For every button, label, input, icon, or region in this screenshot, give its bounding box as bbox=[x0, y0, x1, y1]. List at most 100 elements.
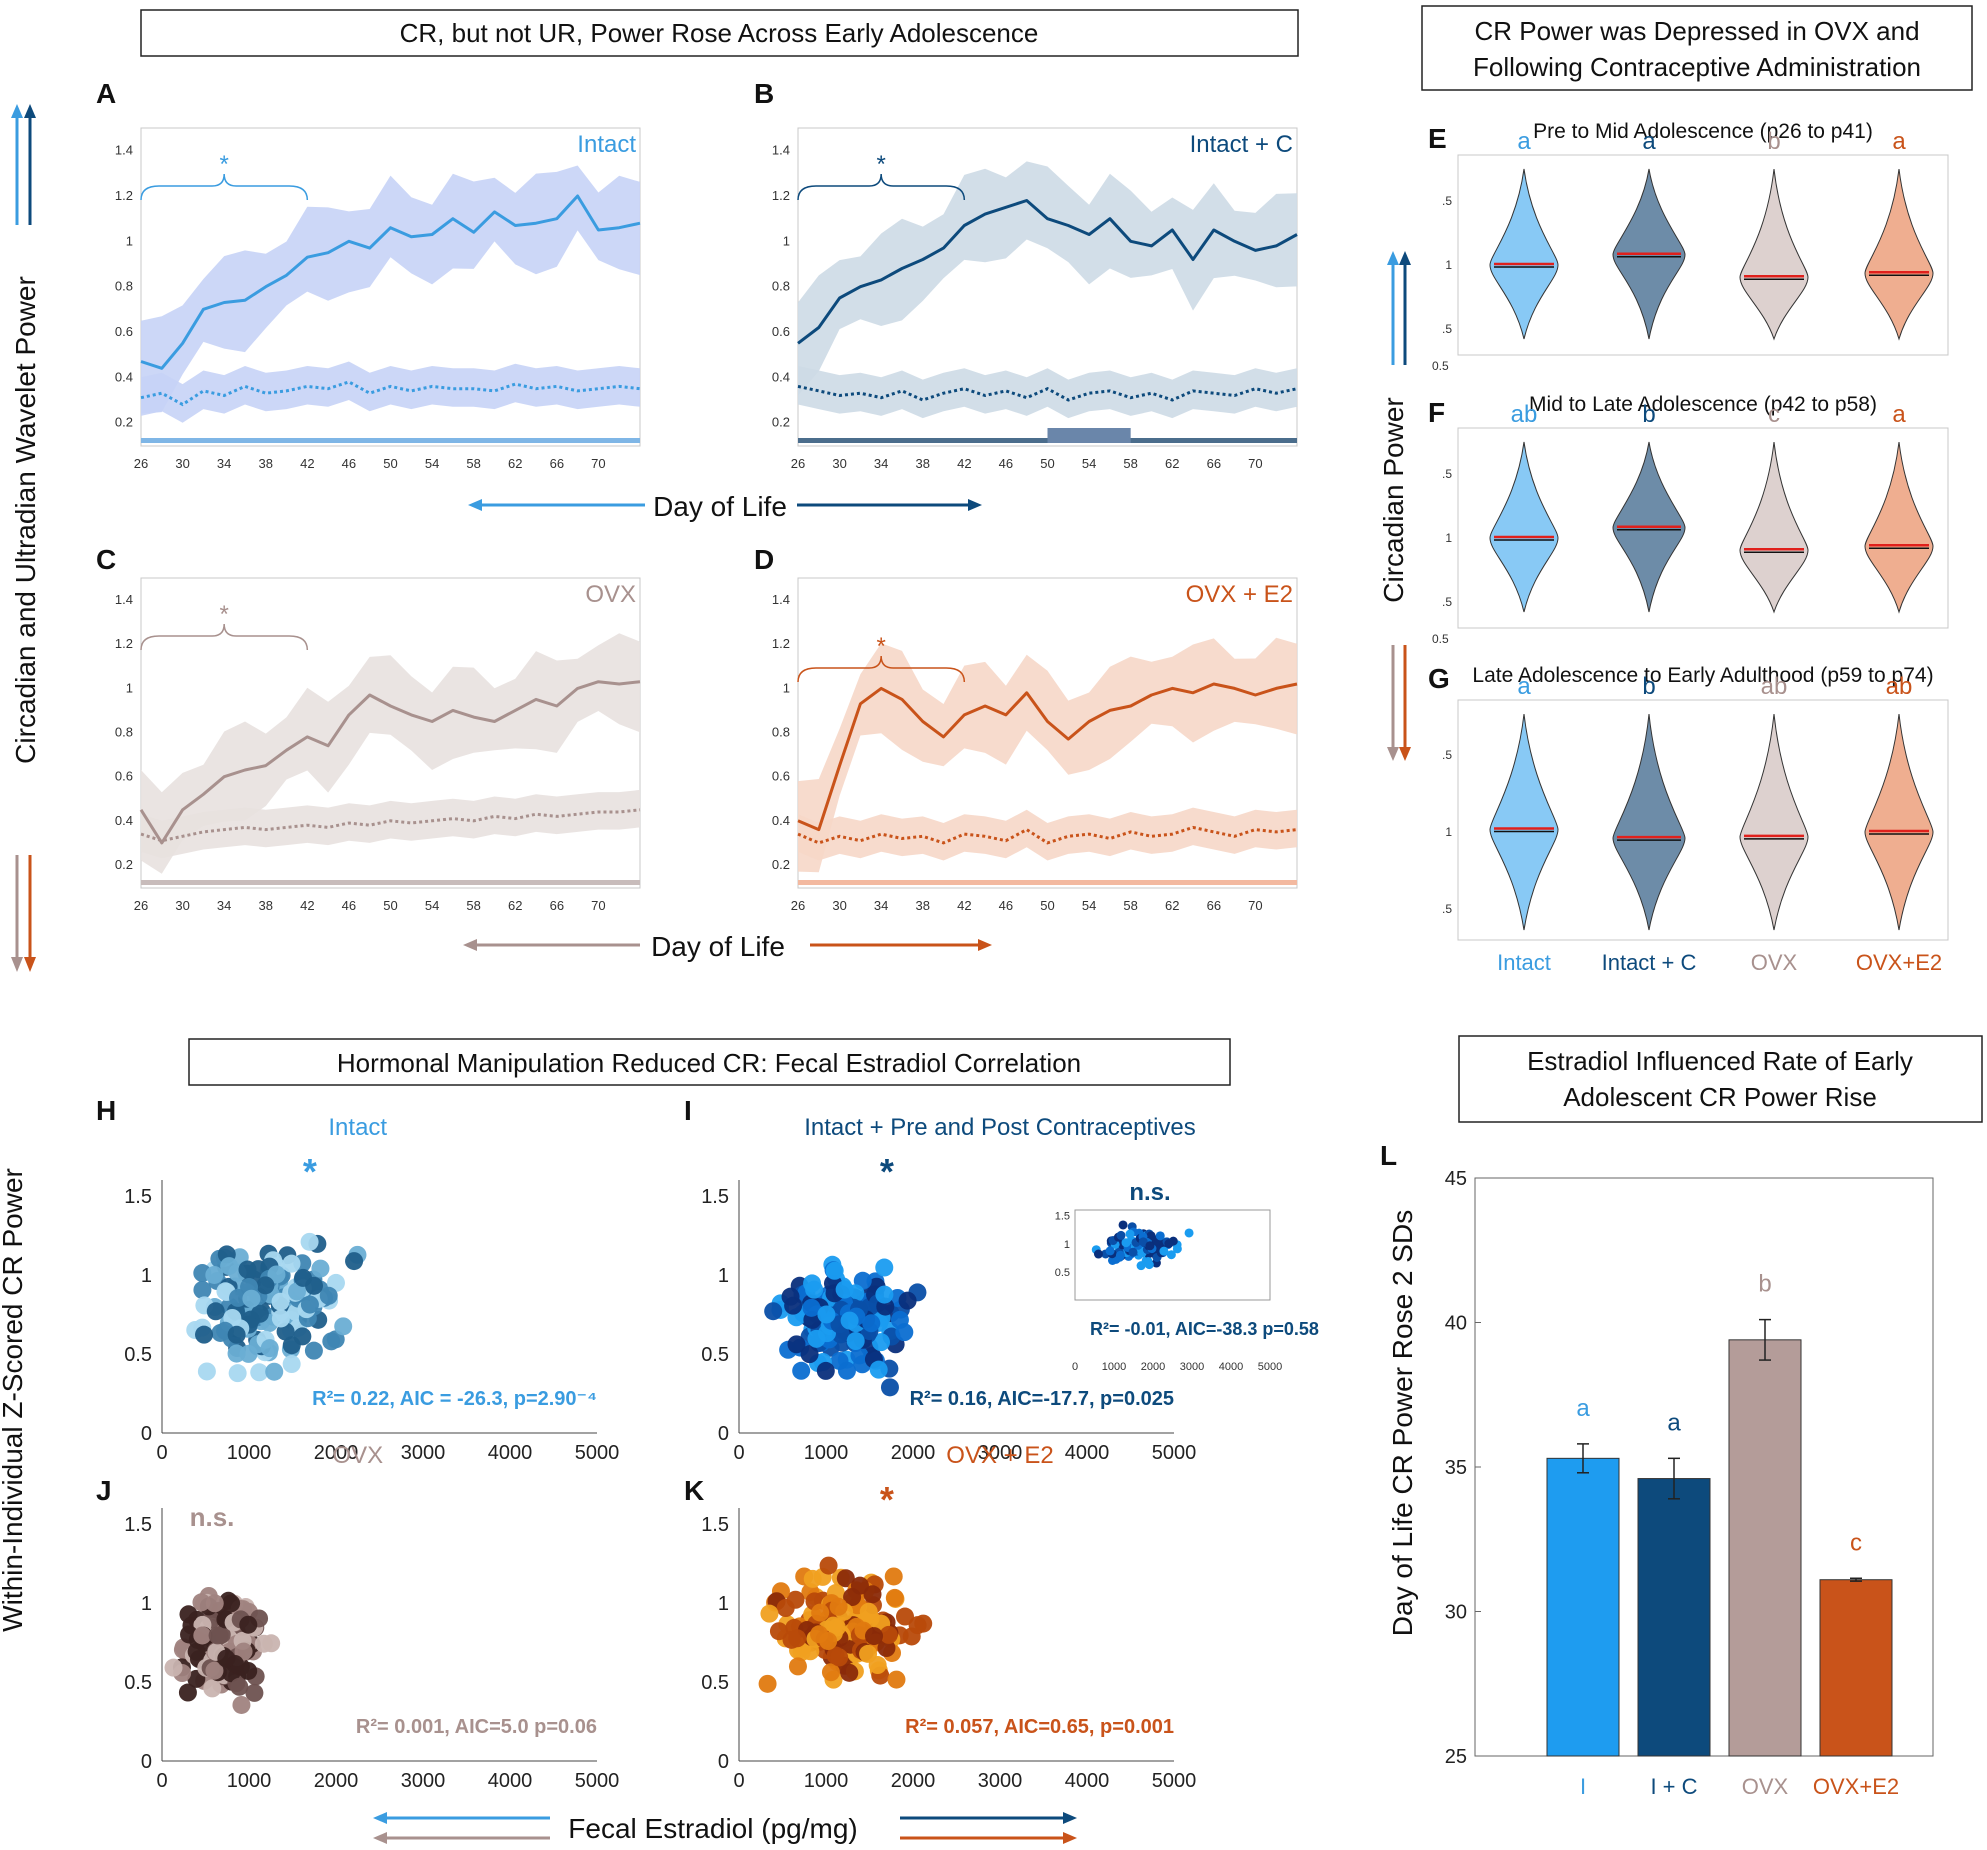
violin-title: Pre to Mid Adolescence (p26 to p41) bbox=[1533, 120, 1873, 143]
inset-y-tick: 0.5 bbox=[1055, 1267, 1070, 1279]
x-tick-label: 62 bbox=[508, 456, 522, 471]
arrow-down-icon bbox=[1387, 645, 1411, 761]
significance-mark: * bbox=[303, 1151, 317, 1192]
scatter-panel-j: 0 1000 2000 3000 4000 5000 0 0.5 1 1.5 OVX n.s. R²= … bbox=[124, 1442, 619, 1792]
x-tick-label: 42 bbox=[957, 456, 971, 471]
x-tick-label: 42 bbox=[300, 456, 314, 471]
significance-mark: * bbox=[880, 1151, 894, 1192]
data-point bbox=[205, 1265, 224, 1284]
cr-band bbox=[141, 165, 640, 414]
data-point bbox=[193, 1280, 212, 1299]
x-tick-label: 58 bbox=[1123, 898, 1137, 913]
significance-brace bbox=[140, 173, 309, 201]
x-tick-label: 26 bbox=[791, 456, 805, 471]
data-point bbox=[884, 1567, 903, 1586]
data-point bbox=[837, 1361, 856, 1380]
data-point bbox=[803, 1274, 822, 1293]
arrow-right-icon bbox=[810, 939, 992, 951]
violin-panels: Pre to Mid Adolescence (p26 to p41) .5 1 .5… bbox=[1432, 120, 1949, 975]
group-label: Intact bbox=[1497, 950, 1551, 975]
data-point bbox=[193, 1626, 212, 1645]
significance-letter: ab bbox=[1511, 401, 1538, 428]
age-stripe bbox=[141, 880, 640, 885]
inset-data-point bbox=[1138, 1237, 1148, 1247]
significance-letter: b bbox=[1758, 1271, 1771, 1298]
x-tick-label: 0 bbox=[733, 1442, 744, 1464]
title-bottom-right-line1: Estradiol Influenced Rate of Early bbox=[1527, 1046, 1913, 1076]
y-tick-label: 1.5 bbox=[124, 1186, 152, 1208]
x-tick-label: 50 bbox=[1040, 456, 1054, 471]
panel-letter-h: H bbox=[96, 1095, 116, 1126]
x-tick-label: 46 bbox=[342, 898, 356, 913]
y-tick-label: 1 bbox=[783, 233, 790, 248]
y-tick-label: 0.5 bbox=[124, 1672, 152, 1694]
x-tick-label: 1000 bbox=[227, 1770, 272, 1792]
data-point bbox=[760, 1604, 779, 1623]
data-point bbox=[836, 1569, 855, 1588]
significance-brace bbox=[797, 655, 966, 683]
category-label: OVX bbox=[1742, 1774, 1789, 1799]
violin-shape bbox=[1612, 713, 1686, 931]
arrow-right-icon bbox=[900, 1812, 1077, 1844]
data-point bbox=[862, 1314, 881, 1333]
y-tick-label: .5 bbox=[1442, 595, 1452, 609]
y-tick-label: 1.4 bbox=[772, 592, 790, 607]
significance-star: * bbox=[876, 633, 885, 660]
inset-data-point bbox=[1128, 1247, 1138, 1257]
data-point bbox=[830, 1648, 849, 1667]
violin-panel-f: Mid to Late Adolescence (p42 to p58) .5 1.… bbox=[1432, 393, 1949, 646]
inset-data-point bbox=[1155, 1231, 1165, 1241]
x-tick-label: 54 bbox=[425, 456, 439, 471]
ur-line bbox=[140, 380, 641, 407]
axis-label-circadian-power: Circadian Power bbox=[1378, 397, 1409, 602]
y-tick-label: 1.4 bbox=[115, 592, 133, 607]
y-tick-label: 0.8 bbox=[772, 725, 790, 740]
y-tick-label: 45 bbox=[1445, 1168, 1467, 1190]
x-tick-label: 38 bbox=[916, 456, 930, 471]
significance-letter: ab bbox=[1886, 673, 1913, 700]
x-tick-label: 30 bbox=[175, 456, 189, 471]
significance-star: * bbox=[219, 151, 228, 178]
y-tick-label: 1 bbox=[718, 1265, 729, 1287]
axis-label-z-scored: Within-Individual Z-Scored CR Power bbox=[0, 1168, 28, 1632]
panel-letter-k: K bbox=[684, 1475, 704, 1506]
y-tick-label: 40 bbox=[1445, 1313, 1467, 1335]
series-label: Intact bbox=[577, 131, 636, 158]
x-tick-label: 46 bbox=[999, 456, 1013, 471]
panel-letter-e: E bbox=[1428, 123, 1447, 154]
x-tick-label: 66 bbox=[550, 456, 564, 471]
y-tick-label: .5 bbox=[1442, 322, 1452, 336]
significance-star: * bbox=[876, 151, 885, 178]
data-point bbox=[205, 1661, 224, 1680]
x-tick-label: 34 bbox=[217, 456, 231, 471]
data-point bbox=[282, 1336, 301, 1355]
x-tick-label: 50 bbox=[1040, 898, 1054, 913]
y-tick-label: 1 bbox=[1445, 531, 1452, 545]
data-point bbox=[304, 1341, 323, 1360]
significance-brace bbox=[140, 623, 309, 651]
inset-data-point bbox=[1136, 1261, 1146, 1271]
data-point bbox=[242, 1289, 261, 1308]
data-point bbox=[788, 1657, 807, 1676]
x-tick-label: 70 bbox=[1248, 898, 1262, 913]
y-tick-label: 1.4 bbox=[115, 143, 133, 158]
violin-shape bbox=[1739, 713, 1809, 931]
ur-band bbox=[141, 789, 640, 859]
significance-brace bbox=[797, 173, 966, 201]
violin-shape bbox=[1864, 713, 1934, 931]
data-point bbox=[829, 1597, 848, 1616]
age-stripe bbox=[798, 880, 1297, 885]
x-tick-label: 62 bbox=[1165, 898, 1179, 913]
x-tick-label: 66 bbox=[1207, 898, 1221, 913]
data-point bbox=[807, 1329, 826, 1348]
stats-label: R²= 0.001, AIC=5.0 p=0.06 bbox=[356, 1716, 597, 1738]
x-tick-label: 42 bbox=[957, 898, 971, 913]
title-bottom-right-line2: Adolescent CR Power Rise bbox=[1563, 1082, 1877, 1112]
data-point bbox=[811, 1603, 830, 1622]
x-tick-label: 66 bbox=[1207, 456, 1221, 471]
title-box-bottom-left bbox=[188, 1038, 1231, 1086]
ur-line bbox=[797, 384, 1298, 402]
data-point bbox=[859, 1644, 878, 1663]
data-point bbox=[311, 1259, 330, 1278]
